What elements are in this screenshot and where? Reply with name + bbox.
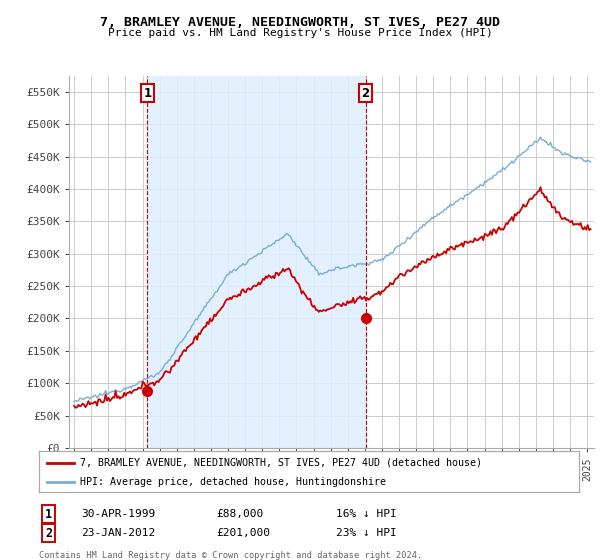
Text: £88,000: £88,000	[216, 509, 263, 519]
Text: 7, BRAMLEY AVENUE, NEEDINGWORTH, ST IVES, PE27 4UD (detached house): 7, BRAMLEY AVENUE, NEEDINGWORTH, ST IVES…	[79, 458, 482, 468]
Text: 7, BRAMLEY AVENUE, NEEDINGWORTH, ST IVES, PE27 4UD: 7, BRAMLEY AVENUE, NEEDINGWORTH, ST IVES…	[100, 16, 500, 29]
Text: Price paid vs. HM Land Registry's House Price Index (HPI): Price paid vs. HM Land Registry's House …	[107, 28, 493, 38]
Text: 30-APR-1999: 30-APR-1999	[81, 509, 155, 519]
Text: 1: 1	[45, 507, 52, 521]
Text: 2: 2	[361, 87, 370, 100]
Text: 1: 1	[143, 87, 152, 100]
Text: 23% ↓ HPI: 23% ↓ HPI	[336, 528, 397, 538]
Text: £201,000: £201,000	[216, 528, 270, 538]
Bar	[148, 76, 365, 448]
Text: HPI: Average price, detached house, Huntingdonshire: HPI: Average price, detached house, Hunt…	[79, 477, 386, 487]
Text: Contains HM Land Registry data © Crown copyright and database right 2024.
This d: Contains HM Land Registry data © Crown c…	[39, 551, 422, 560]
Text: 16% ↓ HPI: 16% ↓ HPI	[336, 509, 397, 519]
Text: 2: 2	[45, 526, 52, 540]
Text: 23-JAN-2012: 23-JAN-2012	[81, 528, 155, 538]
